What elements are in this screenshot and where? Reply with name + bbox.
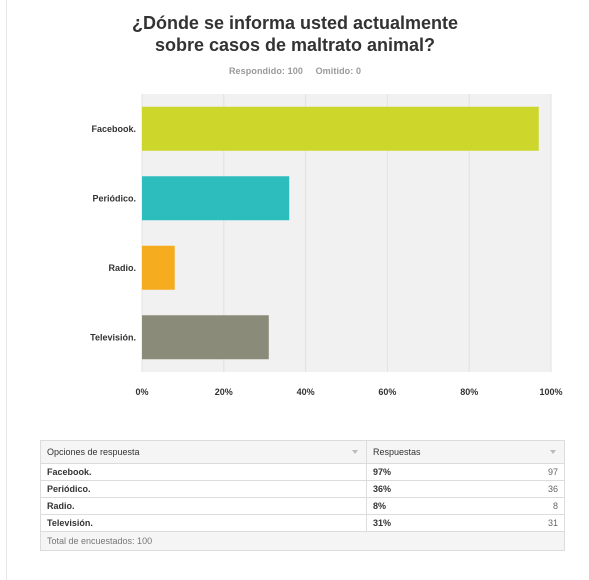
- x-tick-label: 80%: [460, 387, 478, 397]
- answered-count: Respondido: 100: [228, 66, 303, 76]
- row-label: Radio.: [40, 497, 367, 515]
- title-line-2: sobre casos de maltrato animal?: [154, 35, 436, 55]
- table-footer-row: Total de encuestados: 100: [40, 531, 565, 551]
- bar-chart: 0% 20% 40% 60% 80% 100% Facebook. Periódico. Rad…: [90, 94, 563, 397]
- row-percent: 8%: [366, 497, 459, 515]
- header-responses[interactable]: Respuestas: [366, 440, 565, 464]
- table-row: Televisión. 31% 31: [40, 514, 565, 532]
- bar: [142, 245, 175, 290]
- row-count: 97: [459, 463, 565, 481]
- table-row: Facebook. 97% 97: [40, 463, 565, 481]
- x-tick-label: 0%: [135, 387, 148, 397]
- x-tick-label: 20%: [215, 387, 233, 397]
- total-respondents: Total de encuestados: 100: [40, 531, 565, 551]
- bar: [142, 106, 539, 151]
- title-line-1: ¿Dónde se informa usted actualmente: [131, 13, 459, 33]
- x-tick-label: 60%: [378, 387, 396, 397]
- left-border: [6, 0, 7, 580]
- table-row: Radio. 8% 8: [40, 497, 565, 515]
- skipped-count: Omitido: 0: [315, 66, 362, 76]
- header-answer-options[interactable]: Opciones de respuesta: [40, 440, 367, 464]
- row-percent: 97%: [366, 463, 459, 481]
- response-summary: Respondido: 100 Omitido: 0: [60, 66, 530, 76]
- bar: [142, 176, 290, 221]
- row-percent: 36%: [366, 480, 459, 498]
- category-label: Radio.: [108, 263, 136, 273]
- row-label: Televisión.: [40, 514, 367, 532]
- table-row: Periódico. 36% 36: [40, 480, 565, 498]
- responses-table: Opciones de respuesta Respuestas Faceboo…: [40, 440, 565, 551]
- row-count: 8: [459, 497, 565, 515]
- row-label: Periódico.: [40, 480, 367, 498]
- header-answer-options-label: Opciones de respuesta: [47, 447, 140, 457]
- row-count: 36: [459, 480, 565, 498]
- category-label: Facebook.: [91, 124, 136, 134]
- row-label: Facebook.: [40, 463, 367, 481]
- category-label: Periódico.: [92, 193, 136, 203]
- category-label: Televisión.: [90, 332, 136, 342]
- x-tick-label: 100%: [539, 387, 562, 397]
- row-percent: 31%: [366, 514, 459, 532]
- header-responses-label: Respuestas: [373, 447, 421, 457]
- bar: [142, 315, 269, 360]
- x-tick-label: 40%: [297, 387, 315, 397]
- chart-title: ¿Dónde se informa usted actualmente sobr…: [60, 12, 530, 56]
- table-header-row: Opciones de respuesta Respuestas: [40, 440, 565, 464]
- sort-chevron-icon[interactable]: [352, 450, 358, 454]
- row-count: 31: [459, 514, 565, 532]
- sort-chevron-icon[interactable]: [550, 450, 556, 454]
